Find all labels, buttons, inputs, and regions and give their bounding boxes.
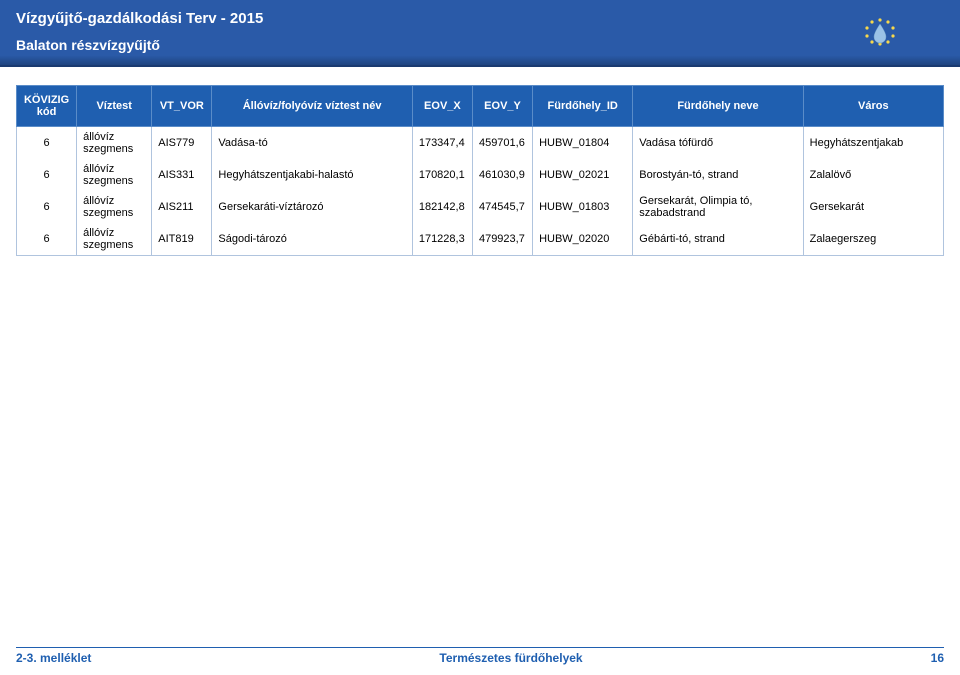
cell-varos: Zalalövő xyxy=(803,159,943,191)
cell-varos: Zalaegerszeg xyxy=(803,223,943,256)
cell-viztest: állóvíz szegmens xyxy=(77,191,152,223)
cell-nev: Hegyhátszentjakabi-halastó xyxy=(212,159,412,191)
cell-kod: 6 xyxy=(17,223,77,256)
cell-fneve: Borostyán-tó, strand xyxy=(633,159,803,191)
cell-nev: Gersekaráti-víztározó xyxy=(212,191,412,223)
table-row: 6 állóvíz szegmens AIS211 Gersekaráti-ví… xyxy=(17,191,944,223)
cell-kod: 6 xyxy=(17,159,77,191)
table-row: 6 állóvíz szegmens AIS331 Hegyhátszentja… xyxy=(17,159,944,191)
cell-kod: 6 xyxy=(17,191,77,223)
cell-vtvor: AIS779 xyxy=(152,127,212,160)
table-header: KÖVIZIG kód Víztest VT_VOR Állóvíz/folyó… xyxy=(17,86,944,127)
cell-eovy: 474545,7 xyxy=(472,191,532,223)
footer-page-number: 16 xyxy=(931,651,944,665)
document-footer: 2-3. melléklet Természetes fürdőhelyek 1… xyxy=(0,651,960,665)
cell-fneve: Vadása tófürdő xyxy=(633,127,803,160)
cell-vtvor: AIS211 xyxy=(152,191,212,223)
cell-viztest: állóvíz szegmens xyxy=(77,223,152,256)
eu-logo xyxy=(850,8,910,48)
col-header-vtvor: VT_VOR xyxy=(152,86,212,127)
content-area: KÖVIZIG kód Víztest VT_VOR Állóvíz/folyó… xyxy=(0,67,960,256)
col-header-fid: Fürdőhely_ID xyxy=(533,86,633,127)
table-row: 6 állóvíz szegmens AIT819 Ságodi-tározó … xyxy=(17,223,944,256)
cell-fneve: Gébárti-tó, strand xyxy=(633,223,803,256)
cell-nev: Ságodi-tározó xyxy=(212,223,412,256)
cell-kod: 6 xyxy=(17,127,77,160)
cell-nev: Vadása-tó xyxy=(212,127,412,160)
cell-vtvor: AIT819 xyxy=(152,223,212,256)
col-header-kod: KÖVIZIG kód xyxy=(17,86,77,127)
header-title: Vízgyűjtő-gazdálkodási Terv - 2015 xyxy=(16,10,944,27)
cell-varos: Hegyhátszentjakab xyxy=(803,127,943,160)
cell-eovy: 461030,9 xyxy=(472,159,532,191)
cell-eovy: 459701,6 xyxy=(472,127,532,160)
table-header-row: KÖVIZIG kód Víztest VT_VOR Állóvíz/folyó… xyxy=(17,86,944,127)
cell-vtvor: AIS331 xyxy=(152,159,212,191)
data-table: KÖVIZIG kód Víztest VT_VOR Állóvíz/folyó… xyxy=(16,85,944,256)
table-body: 6 állóvíz szegmens AIS779 Vadása-tó 1733… xyxy=(17,127,944,256)
col-header-varos: Város xyxy=(803,86,943,127)
cell-fneve: Gersekarát, Olimpia tó, szabadstrand xyxy=(633,191,803,223)
table-row: 6 állóvíz szegmens AIS779 Vadása-tó 1733… xyxy=(17,127,944,160)
document-header: Vízgyűjtő-gazdálkodási Terv - 2015 Balat… xyxy=(0,0,960,67)
cell-varos: Gersekarát xyxy=(803,191,943,223)
col-header-eovy: EOV_Y xyxy=(472,86,532,127)
footer-center: Természetes fürdőhelyek xyxy=(91,651,930,665)
cell-eovy: 479923,7 xyxy=(472,223,532,256)
cell-fid: HUBW_02021 xyxy=(533,159,633,191)
col-header-eovx: EOV_X xyxy=(412,86,472,127)
cell-fid: HUBW_01803 xyxy=(533,191,633,223)
footer-left: 2-3. melléklet xyxy=(16,651,91,665)
cell-eovx: 173347,4 xyxy=(412,127,472,160)
col-header-viztest: Víztest xyxy=(77,86,152,127)
cell-eovx: 170820,1 xyxy=(412,159,472,191)
cell-viztest: állóvíz szegmens xyxy=(77,159,152,191)
cell-viztest: állóvíz szegmens xyxy=(77,127,152,160)
header-subtitle: Balaton részvízgyűjtő xyxy=(16,37,944,53)
col-header-nev: Állóvíz/folyóvíz víztest név xyxy=(212,86,412,127)
cell-fid: HUBW_02020 xyxy=(533,223,633,256)
cell-eovx: 171228,3 xyxy=(412,223,472,256)
cell-fid: HUBW_01804 xyxy=(533,127,633,160)
col-header-fneve: Fürdőhely neve xyxy=(633,86,803,127)
cell-eovx: 182142,8 xyxy=(412,191,472,223)
